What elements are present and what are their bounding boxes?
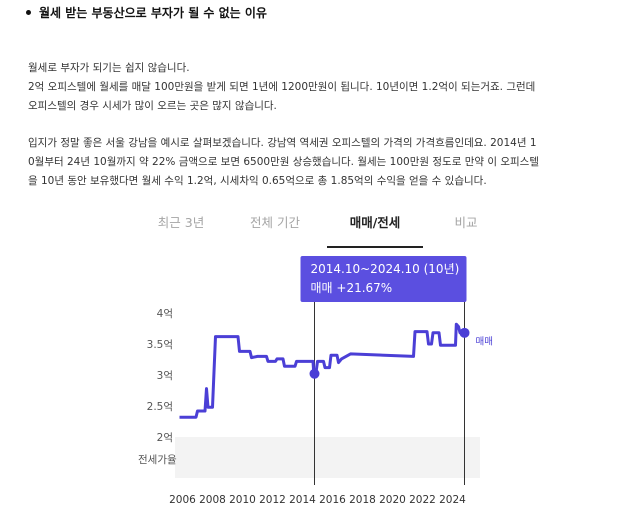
- tooltip-change: 매매 +21.67%: [311, 281, 393, 295]
- series-line-maemae: [179, 322, 465, 419]
- tab-recent-3y[interactable]: 최근 3년: [157, 215, 205, 230]
- paragraph-line: 입지가 정말 좋은 서울 강남을 예시로 살펴보겠습니다. 강남역 역세권 오피…: [28, 137, 537, 149]
- chart-tabs: 최근 3년 전체 기간 매매/전세 비교: [135, 206, 505, 248]
- y-tick-label: 4억: [157, 308, 173, 320]
- paragraph-line: 2억 오피스텔에 월세를 매달 100만원을 받게 되면 1년에 1200만원이…: [28, 81, 536, 93]
- y-axis: 2억 2.5억 3억 3.5억 4억: [147, 308, 173, 444]
- x-tick-label: 2012: [259, 494, 286, 506]
- x-tick-label: 2022: [409, 494, 436, 506]
- paragraph-line: 월세로 부자가 되기는 쉽지 않습니다.: [28, 62, 190, 74]
- jeonse-rate-label: 전세가율: [138, 454, 177, 466]
- range-end-marker[interactable]: [459, 327, 470, 338]
- paragraph-2: 입지가 정말 좋은 서울 강남을 예시로 살펴보겠습니다. 강남역 역세권 오피…: [28, 134, 628, 191]
- range-start-marker[interactable]: [309, 368, 320, 379]
- x-axis: 2006 2008 2010 2012 2014 2016 2018 2020 2022 2024: [169, 494, 466, 506]
- y-tick-label: 3억: [157, 370, 173, 382]
- paragraph-1: 월세로 부자가 되기는 쉽지 않습니다. 2억 오피스텔에 월세를 매달 100…: [28, 59, 628, 116]
- x-tick-label: 2016: [319, 494, 346, 506]
- x-tick-label: 2014: [289, 494, 316, 506]
- range-tooltip: 2014.10~2024.10 (10년) 매매 +21.67%: [300, 256, 467, 302]
- jeonse-band-bg: [175, 437, 480, 478]
- y-tick-label: 2억: [157, 432, 173, 444]
- x-tick-label: 2006: [169, 494, 196, 506]
- x-tick-label: 2010: [229, 494, 256, 506]
- bullet-icon: [26, 10, 31, 15]
- tab-compare[interactable]: 비교: [454, 215, 478, 230]
- tooltip-period: 2014.10~2024.10 (10년): [311, 262, 460, 276]
- article-heading: 월세 받는 부동산으로 부자가 될 수 없는 이유: [26, 4, 267, 21]
- paragraph-line: 오피스텔의 경우 시세가 많이 오르는 곳은 많지 않습니다.: [28, 100, 277, 112]
- y-tick-label: 2.5억: [147, 401, 173, 413]
- x-tick-label: 2018: [349, 494, 376, 506]
- x-tick-label: 2008: [199, 494, 226, 506]
- y-tick-label: 3.5억: [147, 339, 173, 351]
- heading-text: 월세 받는 부동산으로 부자가 될 수 없는 이유: [39, 6, 267, 20]
- tooltip-bg: [300, 256, 467, 302]
- x-tick-label: 2024: [439, 494, 466, 506]
- series-end-label: 매매: [476, 336, 493, 347]
- x-tick-label: 2020: [379, 494, 406, 506]
- tab-all-period[interactable]: 전체 기간: [250, 215, 300, 230]
- paragraph-line: 을 10년 동안 보유했다면 월세 수익 1.2억, 시세차익 0.65억으로 …: [28, 175, 487, 187]
- tab-trade-jeonse[interactable]: 매매/전세: [327, 206, 423, 248]
- paragraph-line: 0월부터 24년 10월까지 약 22% 금액으로 보면 6500만원 상승했습…: [28, 156, 539, 168]
